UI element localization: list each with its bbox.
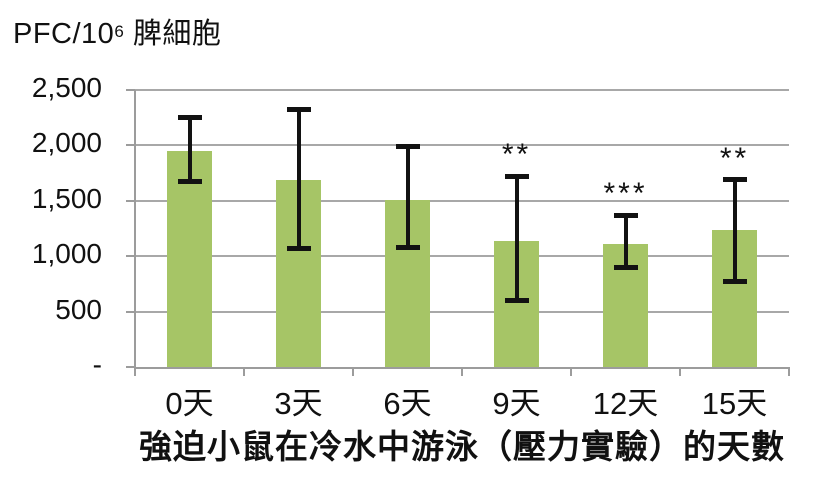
error-bar-cap-bottom [504,298,529,304]
x-tick-label: 9天 [492,386,541,421]
significance-label: ** [501,138,532,172]
gridline [135,199,789,202]
error-bar-stem [187,117,192,182]
error-bar-stem [405,146,410,248]
chart-title-prefix: PFC/10 [13,18,115,50]
error-bar-stem [732,179,737,282]
x-tick-label: 3天 [274,386,323,421]
error-bar-stem [514,176,519,301]
x-tick-label: 12天 [592,386,659,421]
error-bar-cap-top [504,173,529,179]
error-bar-cap-top [395,144,420,149]
gridline [135,89,789,91]
x-axis-tick [788,367,790,376]
y-tick-label: 1,000 [31,238,102,270]
error-bar-cap-top [722,177,747,183]
gridline [135,255,789,258]
error-bar-stem [296,109,301,249]
error-bar-cap-bottom [286,245,311,251]
y-axis-tick [126,255,135,258]
y-axis-tick [126,199,135,202]
x-tick-label: 0天 [165,386,214,421]
error-bar-cap-top [177,115,202,121]
error-bar-cap-top [286,107,311,113]
chart-title: PFC/106 脾細胞 [13,10,221,52]
x-axis-tick [243,367,245,376]
x-axis-tick [134,367,136,376]
error-bar-cap-top [613,212,638,218]
y-axis-tick [126,144,135,147]
y-tick-label: - [92,349,102,380]
x-axis-tick [352,367,354,376]
error-bar-cap-bottom [395,244,420,250]
x-axis-tick [461,367,463,376]
y-tick-label: 2,500 [31,72,102,103]
y-tick-label: 500 [55,293,102,325]
y-tick-label: 1,500 [31,182,102,214]
significance-label: ** [719,141,750,175]
gridline [135,310,789,313]
error-bar-cap-bottom [177,179,202,185]
x-axis-title: 強迫小鼠在冷水中游泳（壓力實驗）的天數 [139,428,785,465]
chart-title-suffix: 脾細胞 [124,18,222,50]
y-axis-tick [126,89,135,91]
error-bar-cap-bottom [613,264,638,270]
x-axis-tick [570,367,572,376]
y-axis [134,90,136,375]
bar [167,150,212,367]
significance-label: *** [603,177,648,211]
x-tick-label: 15天 [701,386,768,421]
gridline [135,144,789,147]
y-axis-tick [126,310,135,313]
error-bar-stem [623,215,628,268]
chart-title-superscript: 6 [114,22,125,41]
error-bar-cap-bottom [722,279,747,285]
x-tick-label: 6天 [383,386,432,421]
x-axis-tick [679,367,681,376]
y-axis-tick [126,366,135,368]
y-tick-label: 2,000 [31,127,102,159]
